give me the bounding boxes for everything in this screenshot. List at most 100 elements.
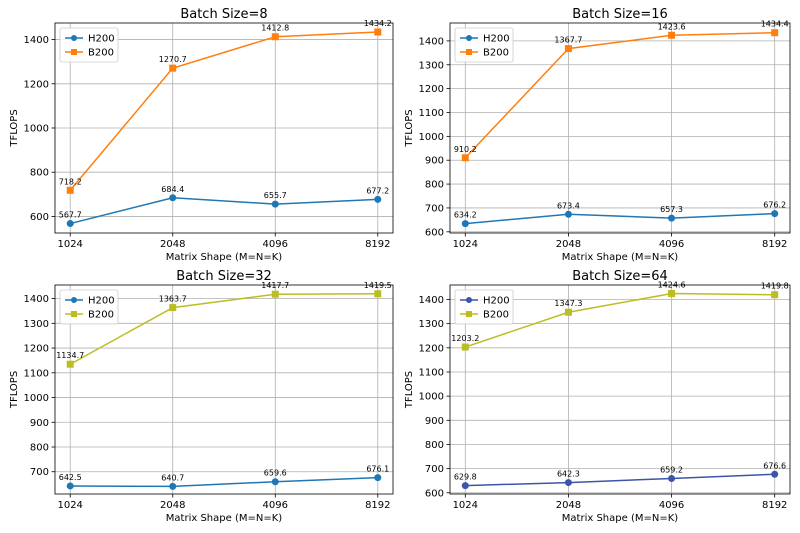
y-tick-label: 1100 [419, 367, 444, 378]
y-tick-label: 1200 [24, 344, 49, 355]
y-tick-label: 800 [30, 168, 49, 179]
x-tick-label: 1024 [453, 239, 478, 250]
y-tick-label: 1000 [24, 393, 49, 404]
legend-label: B200 [483, 310, 509, 321]
x-tick-label: 1024 [57, 500, 82, 511]
series-line-h200 [70, 197, 378, 225]
series-line-h200 [465, 473, 775, 487]
data-point-h200 [271, 200, 279, 208]
data-point-h200 [771, 470, 779, 478]
data-point-b200 [668, 290, 676, 298]
data-point-b200 [374, 290, 382, 298]
legend-marker [71, 311, 77, 317]
data-label: 676.1 [366, 465, 389, 474]
data-label: 676.2 [763, 201, 786, 210]
x-axis-label: Matrix Shape (M=N=K) [166, 252, 282, 263]
data-label: 642.5 [59, 473, 82, 482]
series-line-b200 [69, 31, 378, 191]
data-label: 677.2 [366, 186, 389, 195]
data-point-b200 [564, 45, 572, 53]
x-tick-label: 2048 [556, 239, 581, 250]
data-label: 1419.5 [364, 281, 392, 290]
series-line-h200 [70, 476, 378, 488]
legend-marker [71, 35, 77, 41]
data-point-b200 [771, 291, 779, 299]
x-tick-label: 4096 [263, 239, 288, 250]
y-tick-label: 1400 [419, 295, 444, 306]
data-point-b200 [66, 186, 74, 194]
legend-label: H200 [88, 34, 115, 45]
chart-title: Batch Size=64 [572, 269, 668, 284]
data-point-b200 [461, 154, 469, 162]
data-label: 1434.4 [761, 20, 789, 29]
chart-panel-2: 1024 2048 4096 8192 600 700 800 900 1000 1100 1200… [404, 7, 791, 263]
data-point-h200 [66, 482, 74, 490]
data-label: 659.2 [660, 465, 683, 474]
data-label: 659.6 [264, 469, 287, 478]
data-label: 657.3 [660, 205, 683, 214]
y-tick-label: 700 [30, 467, 49, 478]
x-tick-label: 1024 [453, 500, 478, 511]
plot-frame [449, 22, 791, 234]
data-label: 1363.7 [159, 295, 187, 304]
x-tick-label: 2048 [556, 500, 581, 511]
legend-label: H200 [483, 296, 510, 307]
x-tick-label: 8192 [365, 239, 390, 250]
legend-marker [71, 297, 77, 303]
data-label: 567.7 [59, 211, 82, 220]
y-tick-label: 1400 [24, 294, 49, 305]
legend-marker [466, 49, 472, 55]
x-tick-label: 4096 [659, 500, 684, 511]
data-label: 1423.6 [658, 22, 686, 31]
chart-title: Batch Size=8 [180, 7, 267, 22]
y-tick-label: 600 [30, 212, 49, 223]
y-tick-label: 800 [425, 440, 444, 451]
x-tick-label: 4096 [659, 239, 684, 250]
legend: H200 B200 [59, 27, 119, 63]
data-point-h200 [668, 214, 676, 222]
series-line-b200 [464, 31, 775, 159]
data-label: 1412.8 [261, 24, 289, 33]
x-tick-label: 2048 [160, 500, 185, 511]
data-label: 634.2 [454, 211, 477, 220]
x-tick-label: 2048 [160, 239, 185, 250]
data-label: 655.7 [264, 191, 287, 200]
data-point-h200 [374, 195, 382, 203]
data-label: 676.6 [763, 461, 786, 470]
y-tick-label: 600 [425, 227, 444, 238]
data-point-h200 [668, 474, 676, 482]
data-label: 1367.7 [554, 36, 582, 45]
data-point-h200 [169, 482, 177, 490]
x-tick-label: 8192 [762, 239, 787, 250]
plot-frame [449, 284, 791, 495]
x-axis-label: Matrix Shape (M=N=K) [562, 513, 678, 524]
y-tick-label: 800 [425, 180, 444, 191]
data-point-h200 [169, 194, 177, 202]
data-point-b200 [169, 64, 177, 72]
plot-frame [54, 284, 394, 495]
data-label: 1417.7 [261, 281, 289, 290]
data-point-h200 [374, 474, 382, 482]
y-tick-label: 700 [425, 464, 444, 475]
y-tick-label: 1200 [24, 79, 49, 90]
data-label: 642.3 [557, 470, 580, 479]
y-tick-label: 1000 [419, 132, 444, 143]
y-tick-label: 1000 [24, 124, 49, 135]
legend-label: H200 [483, 34, 510, 45]
data-point-b200 [271, 290, 279, 298]
y-tick-label: 1200 [419, 343, 444, 354]
data-label: 1134.7 [56, 351, 84, 360]
y-tick-label: 800 [30, 443, 49, 454]
legend: H200 B200 [59, 289, 119, 325]
y-tick-label: 1000 [419, 392, 444, 403]
legend-marker [466, 297, 472, 303]
data-point-b200 [169, 304, 177, 312]
legend-label: B200 [483, 48, 509, 59]
data-label: 1203.2 [451, 334, 479, 343]
data-point-h200 [66, 220, 74, 228]
y-tick-label: 1100 [24, 368, 49, 379]
chart-panel-3: 1024 2048 4096 8192 700 800 900 1000 1100 1200 130… [9, 269, 394, 524]
data-point-b200 [461, 343, 469, 351]
legend: H200 B200 [454, 289, 514, 325]
series-line-b200 [69, 293, 378, 365]
